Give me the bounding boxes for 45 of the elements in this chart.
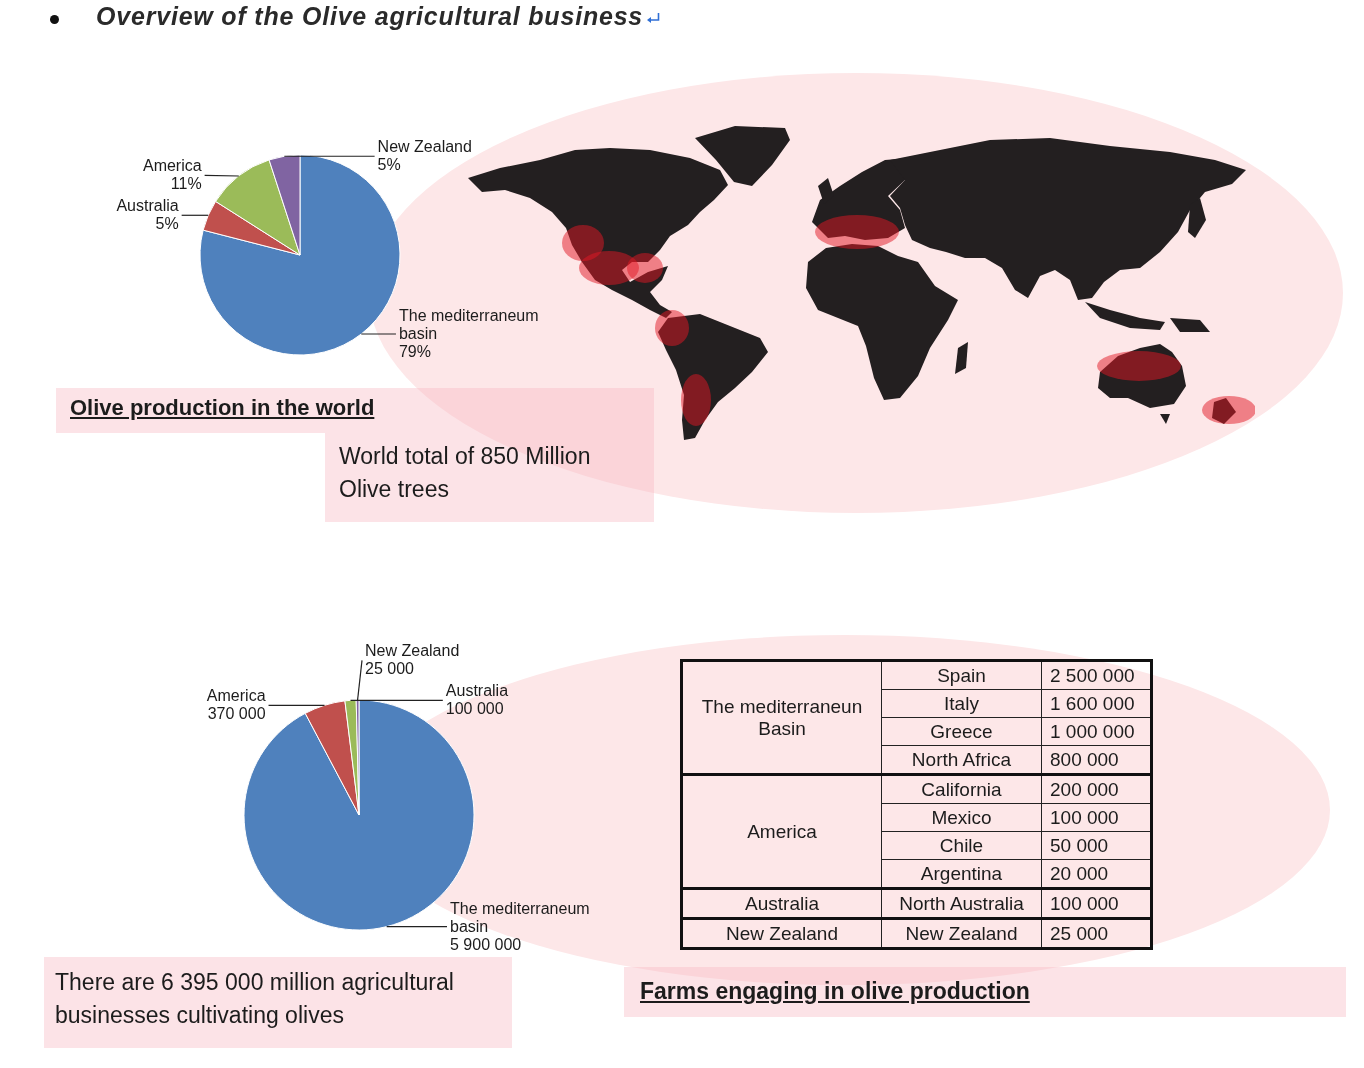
slice-label: The mediterraneum basin xyxy=(398,307,539,343)
data-label: 5 900 000 xyxy=(450,935,522,953)
data-label: 1 000 000 xyxy=(1041,717,1152,746)
category-label: North Africa xyxy=(881,745,1042,775)
data-label: 25 000 xyxy=(365,660,415,678)
data-label: 2 500 000 xyxy=(1041,660,1152,690)
data-label: 100 000 xyxy=(445,700,504,718)
category-label: Mexico xyxy=(881,803,1042,832)
text: Olive production in the world xyxy=(70,395,375,421)
slice-label: America xyxy=(206,687,266,705)
category-label: California xyxy=(881,774,1042,804)
chart-title: Overview of the Olive agricultural business xyxy=(96,2,644,31)
data-label: 100 000 xyxy=(1041,803,1152,832)
text: Australia xyxy=(681,888,882,919)
text: There are 6 395 000 million agricultural businesses cultivating olives xyxy=(55,968,455,1030)
slice-label: The mediterraneum basin xyxy=(450,899,590,935)
data-label: 11% xyxy=(170,175,202,193)
category-label: Italy xyxy=(881,689,1042,718)
data-label: 100 000 xyxy=(1041,888,1152,919)
data-label: 50 000 xyxy=(1041,831,1152,860)
data-label: 200 000 xyxy=(1041,774,1152,804)
data-label: 79% xyxy=(398,343,431,361)
slice-label: New Zealand xyxy=(365,642,460,660)
category-label: Spain xyxy=(881,660,1042,690)
slice-label: Australia xyxy=(116,197,179,215)
category-label: Chile xyxy=(881,831,1042,860)
category-label: Greece xyxy=(881,717,1042,746)
data-label: 370 000 xyxy=(207,705,266,723)
data-label: 5% xyxy=(155,215,179,233)
category-label: North Australia xyxy=(881,888,1042,919)
data-label: 800 000 xyxy=(1041,745,1152,775)
data-label: 1 600 000 xyxy=(1041,689,1152,718)
slice-label: New Zealand xyxy=(377,138,472,156)
category-label: New Zealand xyxy=(881,918,1042,949)
text: World total of 850 Million Olive trees xyxy=(339,442,592,504)
data-label: 20 000 xyxy=(1041,859,1152,889)
data-label: 25 000 xyxy=(1041,918,1152,949)
text: Farms engaging in olive production xyxy=(640,978,1030,1005)
slice-label: America xyxy=(142,157,202,175)
slice-label: Australia xyxy=(445,682,509,700)
series-label: The mediterraneun Basin xyxy=(681,660,882,775)
category-label: Argentina xyxy=(881,859,1042,889)
data-label: 5% xyxy=(377,156,401,174)
text: New Zealand xyxy=(681,918,882,949)
text: America xyxy=(681,774,882,889)
